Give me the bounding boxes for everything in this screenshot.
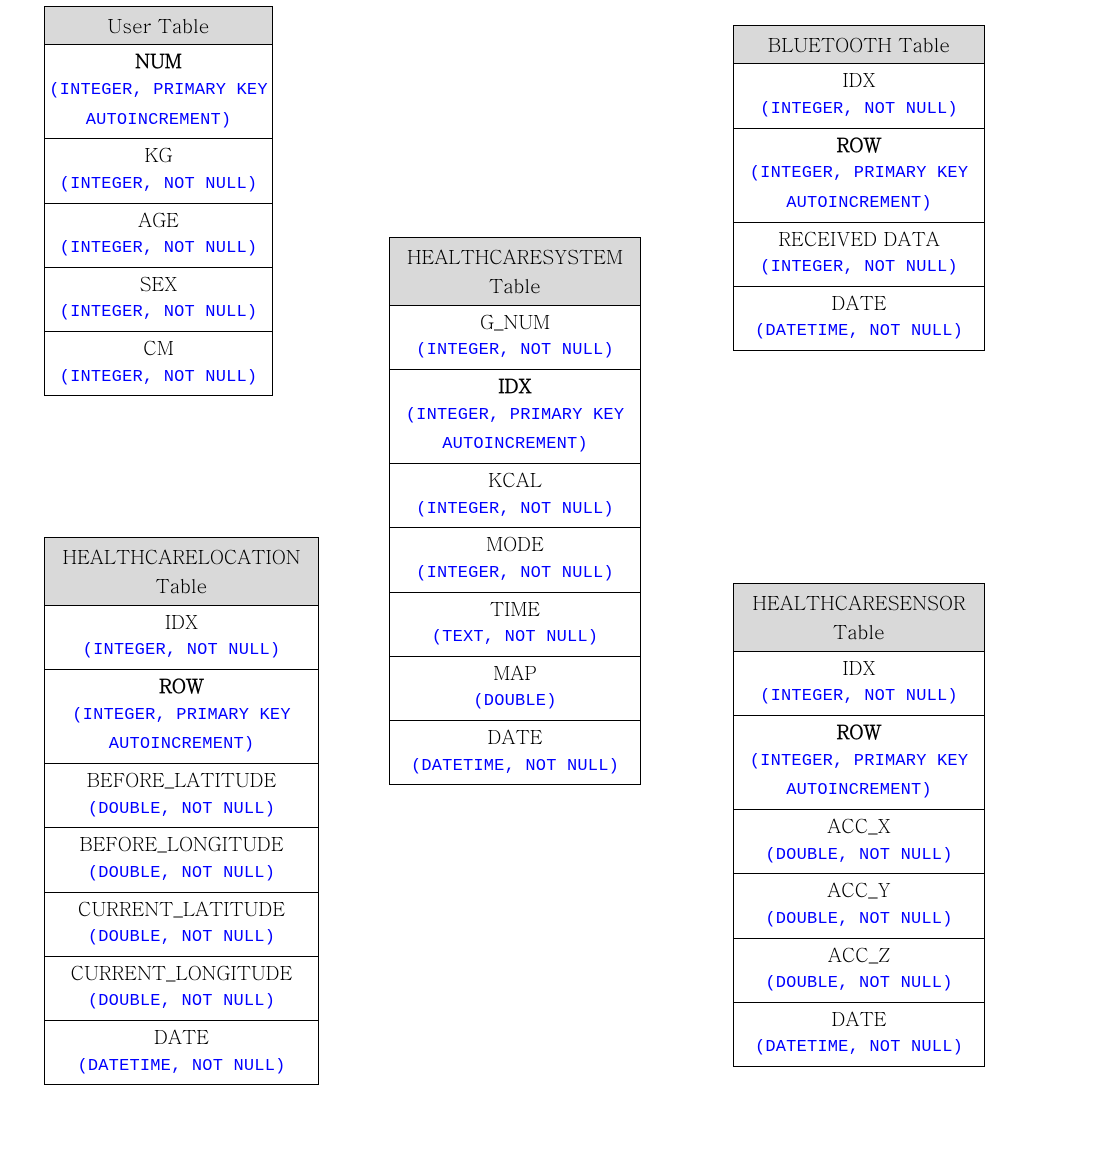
- column-name: CURRENT_LONGITUDE: [47, 959, 316, 988]
- column-type: (INTEGER, PRIMARY KEY AUTOINCREMENT): [392, 401, 638, 461]
- column-type: (INTEGER, NOT NULL): [736, 253, 982, 283]
- table-column: TIME(TEXT, NOT NULL): [390, 593, 640, 657]
- table-user: User TableNUM(INTEGER, PRIMARY KEY AUTOI…: [44, 6, 273, 396]
- column-type: (INTEGER, NOT NULL): [392, 559, 638, 589]
- table-column: ACC_X(DOUBLE, NOT NULL): [734, 810, 984, 874]
- column-type: (INTEGER, PRIMARY KEY AUTOINCREMENT): [47, 701, 316, 761]
- column-type: (INTEGER, NOT NULL): [392, 495, 638, 525]
- column-type: (INTEGER, NOT NULL): [47, 298, 270, 328]
- table-column: SEX(INTEGER, NOT NULL): [45, 268, 272, 332]
- table-title: HEALTHCARESYSTEM Table: [390, 238, 640, 306]
- column-name: BEFORE_LONGITUDE: [47, 830, 316, 859]
- column-type: (DOUBLE, NOT NULL): [47, 987, 316, 1017]
- column-type: (DOUBLE, NOT NULL): [736, 905, 982, 935]
- table-column: DATE(DATETIME, NOT NULL): [390, 721, 640, 784]
- column-type: (INTEGER, NOT NULL): [47, 170, 270, 200]
- column-name: DATE: [392, 723, 638, 752]
- column-name: KCAL: [392, 466, 638, 495]
- column-type: (INTEGER, PRIMARY KEY AUTOINCREMENT): [47, 76, 270, 136]
- column-type: (TEXT, NOT NULL): [392, 623, 638, 653]
- table-column: DATE(DATETIME, NOT NULL): [734, 287, 984, 350]
- table-healthcaresensor: HEALTHCARESENSOR TableIDX(INTEGER, NOT N…: [733, 583, 985, 1067]
- table-title: User Table: [45, 7, 272, 45]
- column-name: AGE: [47, 206, 270, 235]
- table-column: BEFORE_LONGITUDE(DOUBLE, NOT NULL): [45, 828, 318, 892]
- column-name: G_NUM: [392, 308, 638, 337]
- table-healthcaresystem: HEALTHCARESYSTEM TableG_NUM(INTEGER, NOT…: [389, 237, 641, 785]
- diagram-canvas: User TableNUM(INTEGER, PRIMARY KEY AUTOI…: [0, 0, 1105, 1154]
- table-column: IDX(INTEGER, NOT NULL): [734, 652, 984, 716]
- column-type: (INTEGER, NOT NULL): [392, 336, 638, 366]
- column-name: DATE: [47, 1023, 316, 1052]
- column-name: ROW: [736, 718, 982, 747]
- table-column: ROW(INTEGER, PRIMARY KEY AUTOINCREMENT): [734, 716, 984, 810]
- table-title: HEALTHCARESENSOR Table: [734, 584, 984, 652]
- column-type: (DATETIME, NOT NULL): [47, 1052, 316, 1082]
- column-name: CM: [47, 334, 270, 363]
- column-type: (DOUBLE, NOT NULL): [47, 795, 316, 825]
- table-column: ACC_Y(DOUBLE, NOT NULL): [734, 874, 984, 938]
- table-column: ROW(INTEGER, PRIMARY KEY AUTOINCREMENT): [734, 129, 984, 223]
- table-column: CURRENT_LONGITUDE(DOUBLE, NOT NULL): [45, 957, 318, 1021]
- table-column: DATE(DATETIME, NOT NULL): [45, 1021, 318, 1084]
- column-name: ROW: [736, 131, 982, 160]
- column-type: (DOUBLE): [392, 687, 638, 717]
- table-column: IDX(INTEGER, NOT NULL): [734, 64, 984, 128]
- column-name: ACC_X: [736, 812, 982, 841]
- column-type: (DATETIME, NOT NULL): [736, 317, 982, 347]
- table-column: IDX(INTEGER, PRIMARY KEY AUTOINCREMENT): [390, 370, 640, 464]
- table-column: AGE(INTEGER, NOT NULL): [45, 204, 272, 268]
- column-type: (INTEGER, PRIMARY KEY AUTOINCREMENT): [736, 747, 982, 807]
- column-type: (INTEGER, NOT NULL): [47, 636, 316, 666]
- column-type: (DATETIME, NOT NULL): [392, 752, 638, 782]
- column-type: (INTEGER, NOT NULL): [736, 682, 982, 712]
- table-title: BLUETOOTH Table: [734, 26, 984, 64]
- table-column: MAP(DOUBLE): [390, 657, 640, 721]
- column-name: ACC_Y: [736, 876, 982, 905]
- table-healthcarelocation: HEALTHCARELOCATION TableIDX(INTEGER, NOT…: [44, 537, 319, 1085]
- table-title: HEALTHCARELOCATION Table: [45, 538, 318, 606]
- column-type: (DATETIME, NOT NULL): [736, 1033, 982, 1063]
- column-name: IDX: [736, 654, 982, 683]
- column-name: IDX: [47, 608, 316, 637]
- table-column: NUM(INTEGER, PRIMARY KEY AUTOINCREMENT): [45, 45, 272, 139]
- column-name: ROW: [47, 672, 316, 701]
- column-name: MODE: [392, 530, 638, 559]
- column-type: (DOUBLE, NOT NULL): [47, 923, 316, 953]
- column-name: DATE: [736, 289, 982, 318]
- column-name: NUM: [47, 47, 270, 76]
- column-name: KG: [47, 141, 270, 170]
- column-name: IDX: [736, 66, 982, 95]
- column-name: CURRENT_LATITUDE: [47, 895, 316, 924]
- table-column: MODE(INTEGER, NOT NULL): [390, 528, 640, 592]
- column-name: RECEIVED DATA: [736, 225, 982, 254]
- table-column: RECEIVED DATA(INTEGER, NOT NULL): [734, 223, 984, 287]
- column-name: DATE: [736, 1005, 982, 1034]
- table-column: BEFORE_LATITUDE(DOUBLE, NOT NULL): [45, 764, 318, 828]
- table-bluetooth: BLUETOOTH TableIDX(INTEGER, NOT NULL)ROW…: [733, 25, 985, 351]
- table-column: ACC_Z(DOUBLE, NOT NULL): [734, 939, 984, 1003]
- table-column: ROW(INTEGER, PRIMARY KEY AUTOINCREMENT): [45, 670, 318, 764]
- table-column: CURRENT_LATITUDE(DOUBLE, NOT NULL): [45, 893, 318, 957]
- table-column: G_NUM(INTEGER, NOT NULL): [390, 306, 640, 370]
- column-name: TIME: [392, 595, 638, 624]
- column-type: (DOUBLE, NOT NULL): [736, 841, 982, 871]
- column-name: SEX: [47, 270, 270, 299]
- table-column: CM(INTEGER, NOT NULL): [45, 332, 272, 395]
- column-type: (INTEGER, NOT NULL): [47, 363, 270, 393]
- column-name: BEFORE_LATITUDE: [47, 766, 316, 795]
- column-type: (INTEGER, PRIMARY KEY AUTOINCREMENT): [736, 159, 982, 219]
- table-column: KCAL(INTEGER, NOT NULL): [390, 464, 640, 528]
- column-type: (INTEGER, NOT NULL): [47, 234, 270, 264]
- column-type: (INTEGER, NOT NULL): [736, 95, 982, 125]
- column-name: IDX: [392, 372, 638, 401]
- column-type: (DOUBLE, NOT NULL): [47, 859, 316, 889]
- column-name: MAP: [392, 659, 638, 688]
- column-name: ACC_Z: [736, 941, 982, 970]
- column-type: (DOUBLE, NOT NULL): [736, 969, 982, 999]
- table-column: IDX(INTEGER, NOT NULL): [45, 606, 318, 670]
- table-column: KG(INTEGER, NOT NULL): [45, 139, 272, 203]
- table-column: DATE(DATETIME, NOT NULL): [734, 1003, 984, 1066]
